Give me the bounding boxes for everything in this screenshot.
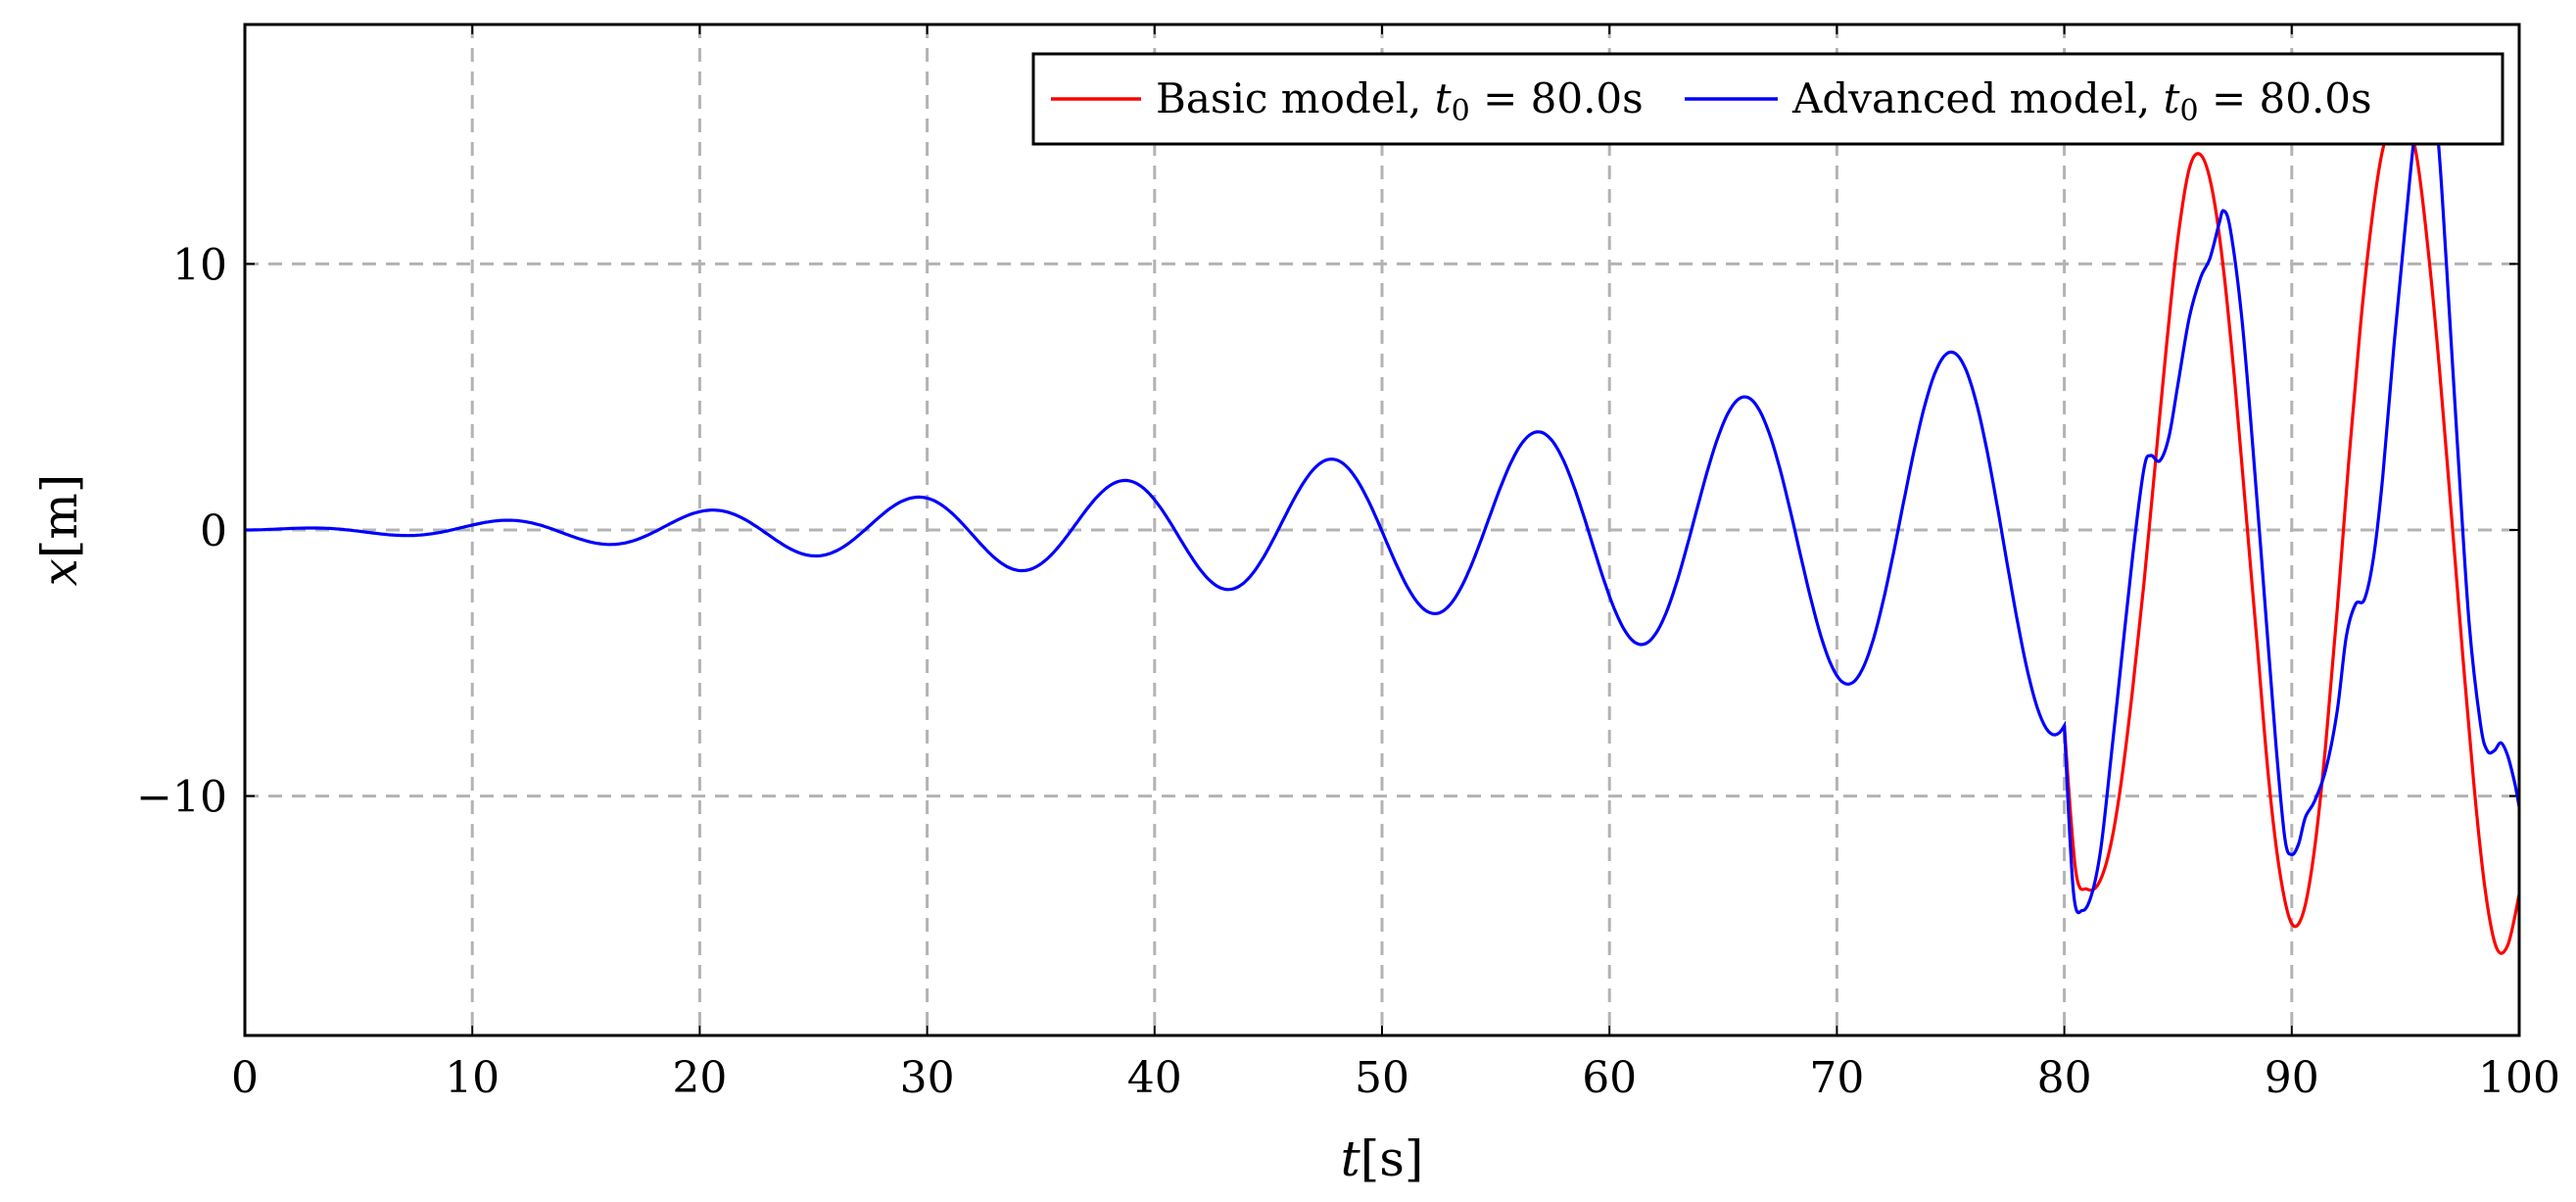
legend-entry-basic-model: Basic model, t0 = 80.0s [1156,74,1644,128]
x-tick-label: 70 [1809,1053,1864,1103]
y-axis-label: x[m] [31,474,88,587]
x-tick-label: 30 [900,1053,955,1103]
x-tick-label: 0 [231,1053,259,1103]
legend-entry-advanced-model: Advanced model, t0 = 80.0s [1791,74,2372,128]
legend: Basic model, t0 = 80.0s Advanced model, … [1031,52,2504,146]
series-layer [245,88,2519,955]
tick-labels: 0 10 20 30 40 50 60 70 80 90 100 −10 0 10 [136,240,2560,1103]
x-tick-label: 60 [1582,1053,1637,1103]
x-axis-label: t[s] [1341,1130,1424,1187]
series-line-advanced-model [245,88,2519,915]
x-tick-label: 100 [2478,1053,2560,1103]
x-tick-label: 80 [2037,1053,2092,1103]
x-tick-label: 40 [1127,1053,1182,1103]
plot-frame [243,23,2521,1037]
x-tick-label: 10 [445,1053,500,1103]
y-tick-label: 10 [172,240,227,290]
x-tick-label: 50 [1355,1053,1409,1103]
y-tick-label: −10 [136,773,227,823]
y-tick-label: 0 [200,506,227,556]
series-line-basic-model [2063,111,2519,955]
x-tick-label: 90 [2265,1053,2319,1103]
x-tick-label: 20 [672,1053,727,1103]
